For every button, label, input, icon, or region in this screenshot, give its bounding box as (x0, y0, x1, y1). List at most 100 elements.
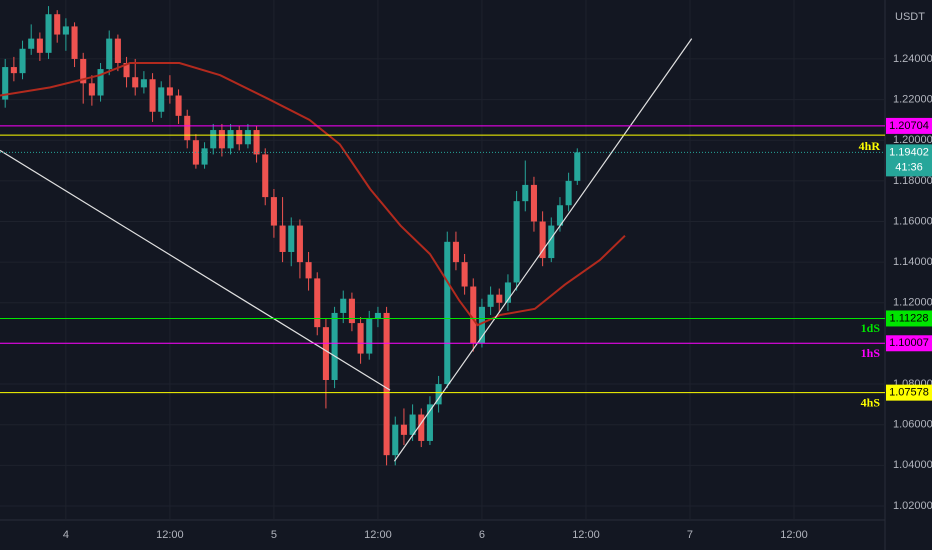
candle-body (478, 306, 485, 344)
candle-body (62, 26, 69, 35)
candle-body (123, 62, 130, 78)
candle-body (548, 225, 555, 259)
candle-body (262, 154, 269, 198)
candle-body (461, 262, 468, 287)
x-tick-label: 12:00 (780, 529, 808, 541)
candle-body (218, 130, 225, 149)
candle-body (504, 282, 511, 303)
last-price-label: 1.19402 (889, 146, 929, 158)
candle-body (530, 184, 537, 222)
candle-body (54, 14, 61, 35)
candle-body (340, 298, 347, 313)
candle-body (314, 278, 321, 328)
candle-body (80, 58, 87, 84)
candle-body (106, 38, 113, 70)
candle-body (166, 87, 173, 96)
candle-body (210, 130, 217, 149)
candle-body (19, 48, 26, 74)
candle-body (175, 95, 182, 116)
price-tag (886, 335, 932, 352)
candle-body (383, 312, 390, 456)
candle-body (71, 26, 78, 59)
y-tick-label: 1.12000 (893, 297, 932, 309)
candle-body (270, 197, 277, 226)
x-tick-label: 12:00 (364, 529, 392, 541)
y-tick-label: 1.02000 (893, 500, 932, 512)
candle-body (574, 152, 581, 181)
candle-body (140, 79, 147, 88)
candle-body (201, 148, 208, 165)
trendline (393, 38, 693, 462)
candle-body (45, 14, 52, 53)
candle-body (426, 404, 433, 441)
candle-body (331, 312, 338, 380)
candle-body (522, 184, 529, 202)
candle-body (513, 201, 520, 283)
countdown-label: 41:36 (895, 161, 923, 173)
candle-body (348, 298, 355, 324)
moving-average (0, 61, 626, 327)
candle-body (10, 67, 17, 74)
candle-body (565, 180, 572, 206)
x-tick-label: 12:00 (572, 529, 600, 541)
y-tick-label: 1.04000 (893, 459, 932, 471)
candle-body (452, 241, 459, 263)
price-tag-label: 1.20704 (889, 120, 929, 132)
candle-body (374, 312, 381, 320)
x-tick-label: 4 (63, 529, 69, 541)
candle-body (2, 67, 9, 100)
candle-body (279, 225, 286, 252)
candle-body (496, 294, 503, 303)
candle-body (409, 414, 416, 435)
price-tag-label: 1.11228 (890, 312, 929, 324)
level-name: 4hS (861, 395, 881, 409)
level-name: 1hS (861, 346, 881, 360)
candle-body (392, 424, 399, 456)
candle-body (322, 327, 329, 380)
y-tick-label: 1.06000 (893, 419, 932, 431)
price-tag (886, 384, 932, 401)
currency-label: USDT (895, 11, 925, 23)
candle-body (236, 130, 243, 145)
candle-body (114, 38, 121, 63)
candle-body (97, 69, 104, 96)
level-name: 1dS (861, 321, 881, 335)
y-tick-label: 1.22000 (893, 93, 932, 105)
x-tick-label: 7 (687, 529, 693, 541)
candle-body (149, 79, 156, 112)
y-tick-label: 1.16000 (893, 215, 932, 227)
price-tag (886, 117, 932, 134)
candle-body (253, 130, 260, 155)
trendline (0, 149, 391, 391)
last-price-tag (886, 144, 932, 177)
candle-body (296, 225, 303, 263)
candle-body (28, 38, 35, 49)
candle-body (227, 130, 234, 149)
y-tick-label: 1.18000 (893, 175, 932, 187)
level-name: 4hR (859, 139, 881, 153)
x-tick-label: 5 (271, 529, 277, 541)
candle-body (132, 77, 139, 88)
price-tag-label: 1.07578 (889, 387, 929, 399)
price-tag-label: 1.10007 (889, 337, 929, 349)
y-tick-label: 1.20000 (893, 134, 932, 146)
candle-body (435, 384, 442, 405)
candle-body (184, 115, 191, 141)
candle-body (556, 205, 563, 226)
candle-body (444, 241, 451, 385)
candle-body (539, 221, 546, 259)
x-tick-label: 6 (479, 529, 485, 541)
candle-body (36, 38, 43, 53)
candle-body (418, 414, 425, 441)
candle-body (400, 424, 407, 435)
price-tag (886, 310, 932, 327)
candle-body (470, 286, 477, 344)
x-tick-label: 12:00 (156, 529, 184, 541)
candle-body (357, 323, 364, 354)
candle-body (487, 294, 494, 307)
candle-body (88, 83, 95, 96)
candle-body (305, 262, 312, 279)
candle-body (244, 130, 251, 145)
y-tick-label: 1.14000 (893, 256, 932, 268)
